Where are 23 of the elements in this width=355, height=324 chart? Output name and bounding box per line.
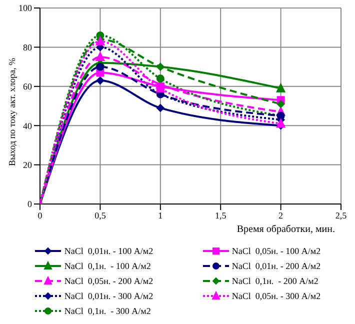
legend-label: NaCl 0,1н. - 200 А/м2 [232,276,318,286]
legend-label: NaCl 0,01н. - 200 А/м2 [232,260,321,270]
x-tick-label: 0 [38,210,43,220]
legend-label: NaCl 0,1н. - 100 А/м2 [64,260,151,270]
x-tick-label: 1 [158,210,163,220]
legend-label: NaCl 0,01н. - 100 А/м2 [64,246,154,256]
y-tick-label: 100 [18,3,32,14]
legend-label: NaCl 0,01н. - 300 А/м2 [64,290,154,300]
x-tick-label: 0,5 [94,210,106,220]
x-tick-label: 1,5 [214,210,227,220]
y-tick-label: 0 [28,199,32,210]
legend-label: NaCl 0,05н. - 300 А/м2 [232,290,321,300]
x-axis-title: Время обработки, мин. [236,224,336,235]
y-axis-title: Выход по току акт. хлора, % [7,57,18,166]
x-tick-label: 2 [278,210,284,220]
y-tick-label: 60 [23,82,32,92]
y-tick-label: 80 [23,42,32,52]
y-tick-label: 40 [23,120,32,131]
x-tick-label: 2,5 [335,210,348,220]
legend-label: NaCl 0,1н. - 300 А/м2 [64,306,151,316]
y-tick-label: 20 [23,160,32,170]
legend-label: NaCl 0,05н. - 200 А/м2 [64,276,154,286]
legend-label: NaCl 0,05н. - 100 А/м2 [232,246,321,256]
